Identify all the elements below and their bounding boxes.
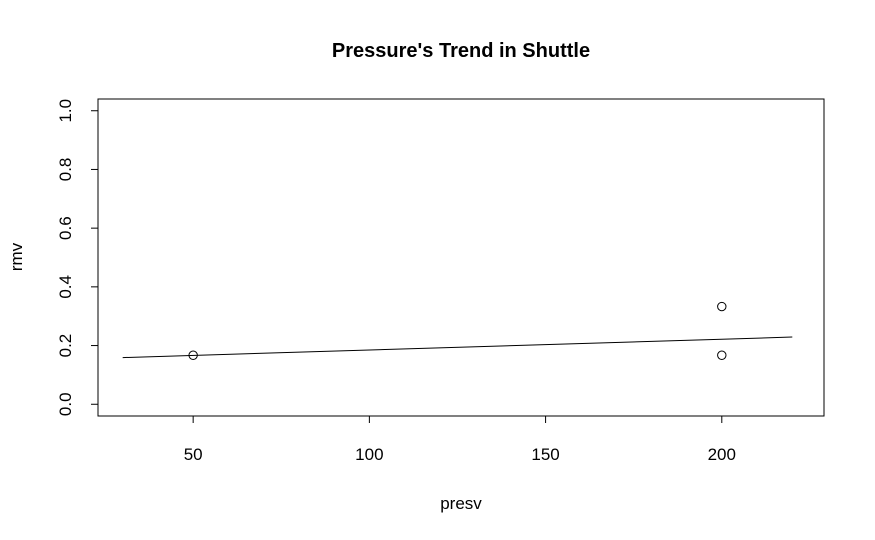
data-point bbox=[717, 301, 727, 312]
data-point bbox=[188, 350, 198, 360]
points-layer bbox=[188, 301, 727, 360]
x-tick-label: 100 bbox=[355, 445, 383, 464]
y-tick-label: 0.6 bbox=[56, 216, 75, 240]
y-tick-label: 0.4 bbox=[56, 275, 75, 299]
x-tick-label: 200 bbox=[708, 445, 736, 464]
y-axis: 0.0 0.2 0.4 0.6 0.8 1.0 bbox=[56, 99, 99, 416]
data-point bbox=[717, 350, 727, 360]
chart-title: Pressure's Trend in Shuttle bbox=[332, 40, 590, 62]
plot-area bbox=[97, 98, 825, 417]
x-axis-label: presv bbox=[440, 494, 482, 513]
x-tick-label: 50 bbox=[184, 445, 203, 464]
trend-line bbox=[122, 336, 793, 359]
x-tick-label: 150 bbox=[531, 445, 559, 464]
y-tick-label: 1.0 bbox=[56, 99, 75, 123]
y-axis-label: rmv bbox=[7, 242, 26, 271]
y-tick-label: 0.2 bbox=[56, 334, 75, 358]
y-tick-label: 0.8 bbox=[56, 158, 75, 182]
x-axis: 50 100 150 200 bbox=[184, 415, 736, 464]
trend-line-layer bbox=[122, 336, 793, 359]
y-tick-label: 0.0 bbox=[56, 392, 75, 416]
